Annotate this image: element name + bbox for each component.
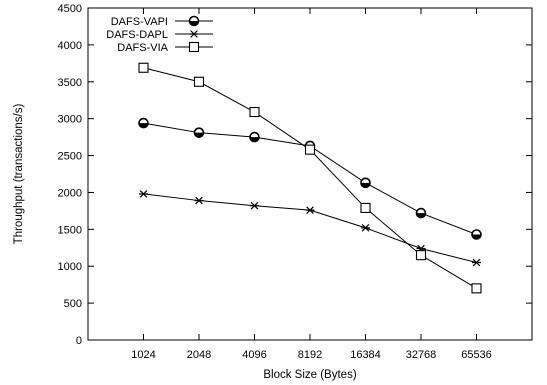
series-dafs-vapi <box>138 117 482 240</box>
legend-item-dafs-vapi: DAFS-VAPI <box>111 15 213 28</box>
data-point-dafs-dapl <box>250 201 259 210</box>
data-point-dafs-dapl <box>305 206 315 214</box>
series-line-dafs-vapi <box>143 122 477 235</box>
x-axis: 1024 2048 4096 8192 16384 32768 65536 <box>131 8 492 361</box>
legend-item-dafs-via: DAFS-VIA <box>117 41 213 54</box>
y-tick-label: 2000 <box>58 187 82 199</box>
data-point-dafs-via <box>193 76 205 87</box>
legend-marker <box>188 15 200 27</box>
x-tick-label: 32768 <box>406 349 437 361</box>
y-axis-label: Throughput (transactions/s) <box>13 104 25 245</box>
plot-frame <box>87 7 533 341</box>
legend-label: DAFS-DAPL <box>106 29 168 41</box>
series-layer <box>138 62 482 294</box>
y-tick-label: 1000 <box>58 261 82 273</box>
data-point-dafs-vapi <box>249 131 260 143</box>
x-tick-label: 4096 <box>242 349 266 361</box>
data-point-dafs-dapl <box>361 224 370 232</box>
data-point-dafs-via <box>249 106 260 118</box>
data-point-dafs-dapl <box>194 196 204 205</box>
data-point-dafs-via <box>415 250 427 261</box>
x-tick-label: 65536 <box>461 349 492 361</box>
data-point-dafs-via <box>360 202 371 213</box>
legend-item-dafs-dapl: DAFS-DAPL <box>106 29 213 41</box>
series-dafs-dapl <box>139 190 481 267</box>
data-point-dafs-dapl <box>139 190 148 198</box>
y-tick-label: 500 <box>64 298 82 310</box>
data-point-dafs-vapi <box>138 117 149 129</box>
y-tick-label: 1500 <box>58 224 82 236</box>
data-point-dafs-vapi <box>471 229 482 240</box>
x-tick-label: 16384 <box>350 349 381 361</box>
legend-marker <box>188 41 200 53</box>
y-tick-label: 4500 <box>58 3 82 15</box>
y-tick-label: 0 <box>76 335 82 347</box>
data-point-dafs-dapl <box>472 258 481 267</box>
y-tick-label: 4000 <box>58 40 82 52</box>
data-point-dafs-via <box>138 62 149 73</box>
series-line-dafs-dapl <box>143 193 477 264</box>
data-point-dafs-vapi <box>415 207 427 219</box>
x-tick-label: 2048 <box>187 349 211 361</box>
y-axis: 0 500 1000 1500 2000 2500 3000 3500 4000 4500 <box>58 3 532 347</box>
data-point-dafs-vapi <box>360 177 371 189</box>
legend-marker <box>189 30 199 38</box>
x-axis-label: Block Size (Bytes) <box>263 369 356 381</box>
y-tick-label: 2500 <box>58 151 82 163</box>
data-point-dafs-via <box>471 283 482 294</box>
data-point-dafs-via <box>304 144 316 155</box>
data-point-dafs-vapi <box>193 127 205 138</box>
x-tick-label: 1024 <box>131 349 155 361</box>
x-tick-label: 8192 <box>298 349 322 361</box>
legend-label: DAFS-VAPI <box>111 16 168 28</box>
y-tick-label: 3500 <box>58 77 82 89</box>
legend-label: DAFS-VIA <box>117 42 168 54</box>
y-tick-label: 3000 <box>58 114 82 126</box>
series-dafs-via <box>138 62 482 294</box>
series-line-dafs-via <box>143 67 477 289</box>
